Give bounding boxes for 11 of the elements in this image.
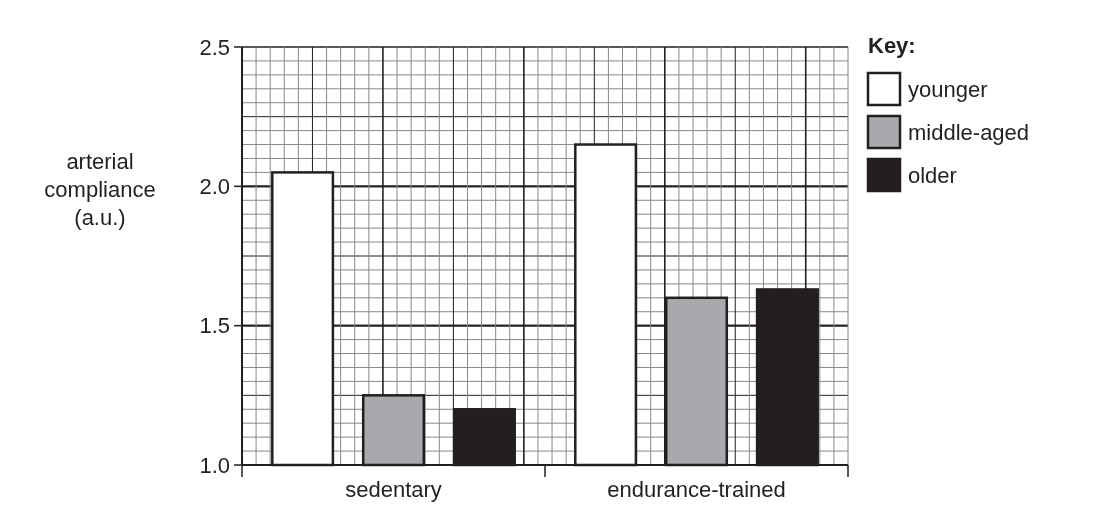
y-tick-label: 1.0 xyxy=(199,452,230,478)
y-tick-label: 2.5 xyxy=(199,34,230,60)
legend-label: older xyxy=(908,162,957,188)
x-tick-label: sedentary xyxy=(345,477,442,502)
legend-label: younger xyxy=(908,76,988,102)
y-tick-label: 1.5 xyxy=(199,313,230,339)
legend-title: Key: xyxy=(868,32,916,58)
y-axis-title: arterial compliance (a.u.) xyxy=(44,149,156,230)
x-tick-label: endurance-trained xyxy=(607,477,786,502)
y-tick-label: 2.0 xyxy=(199,174,230,200)
legend-label: middle-aged xyxy=(908,119,1030,145)
